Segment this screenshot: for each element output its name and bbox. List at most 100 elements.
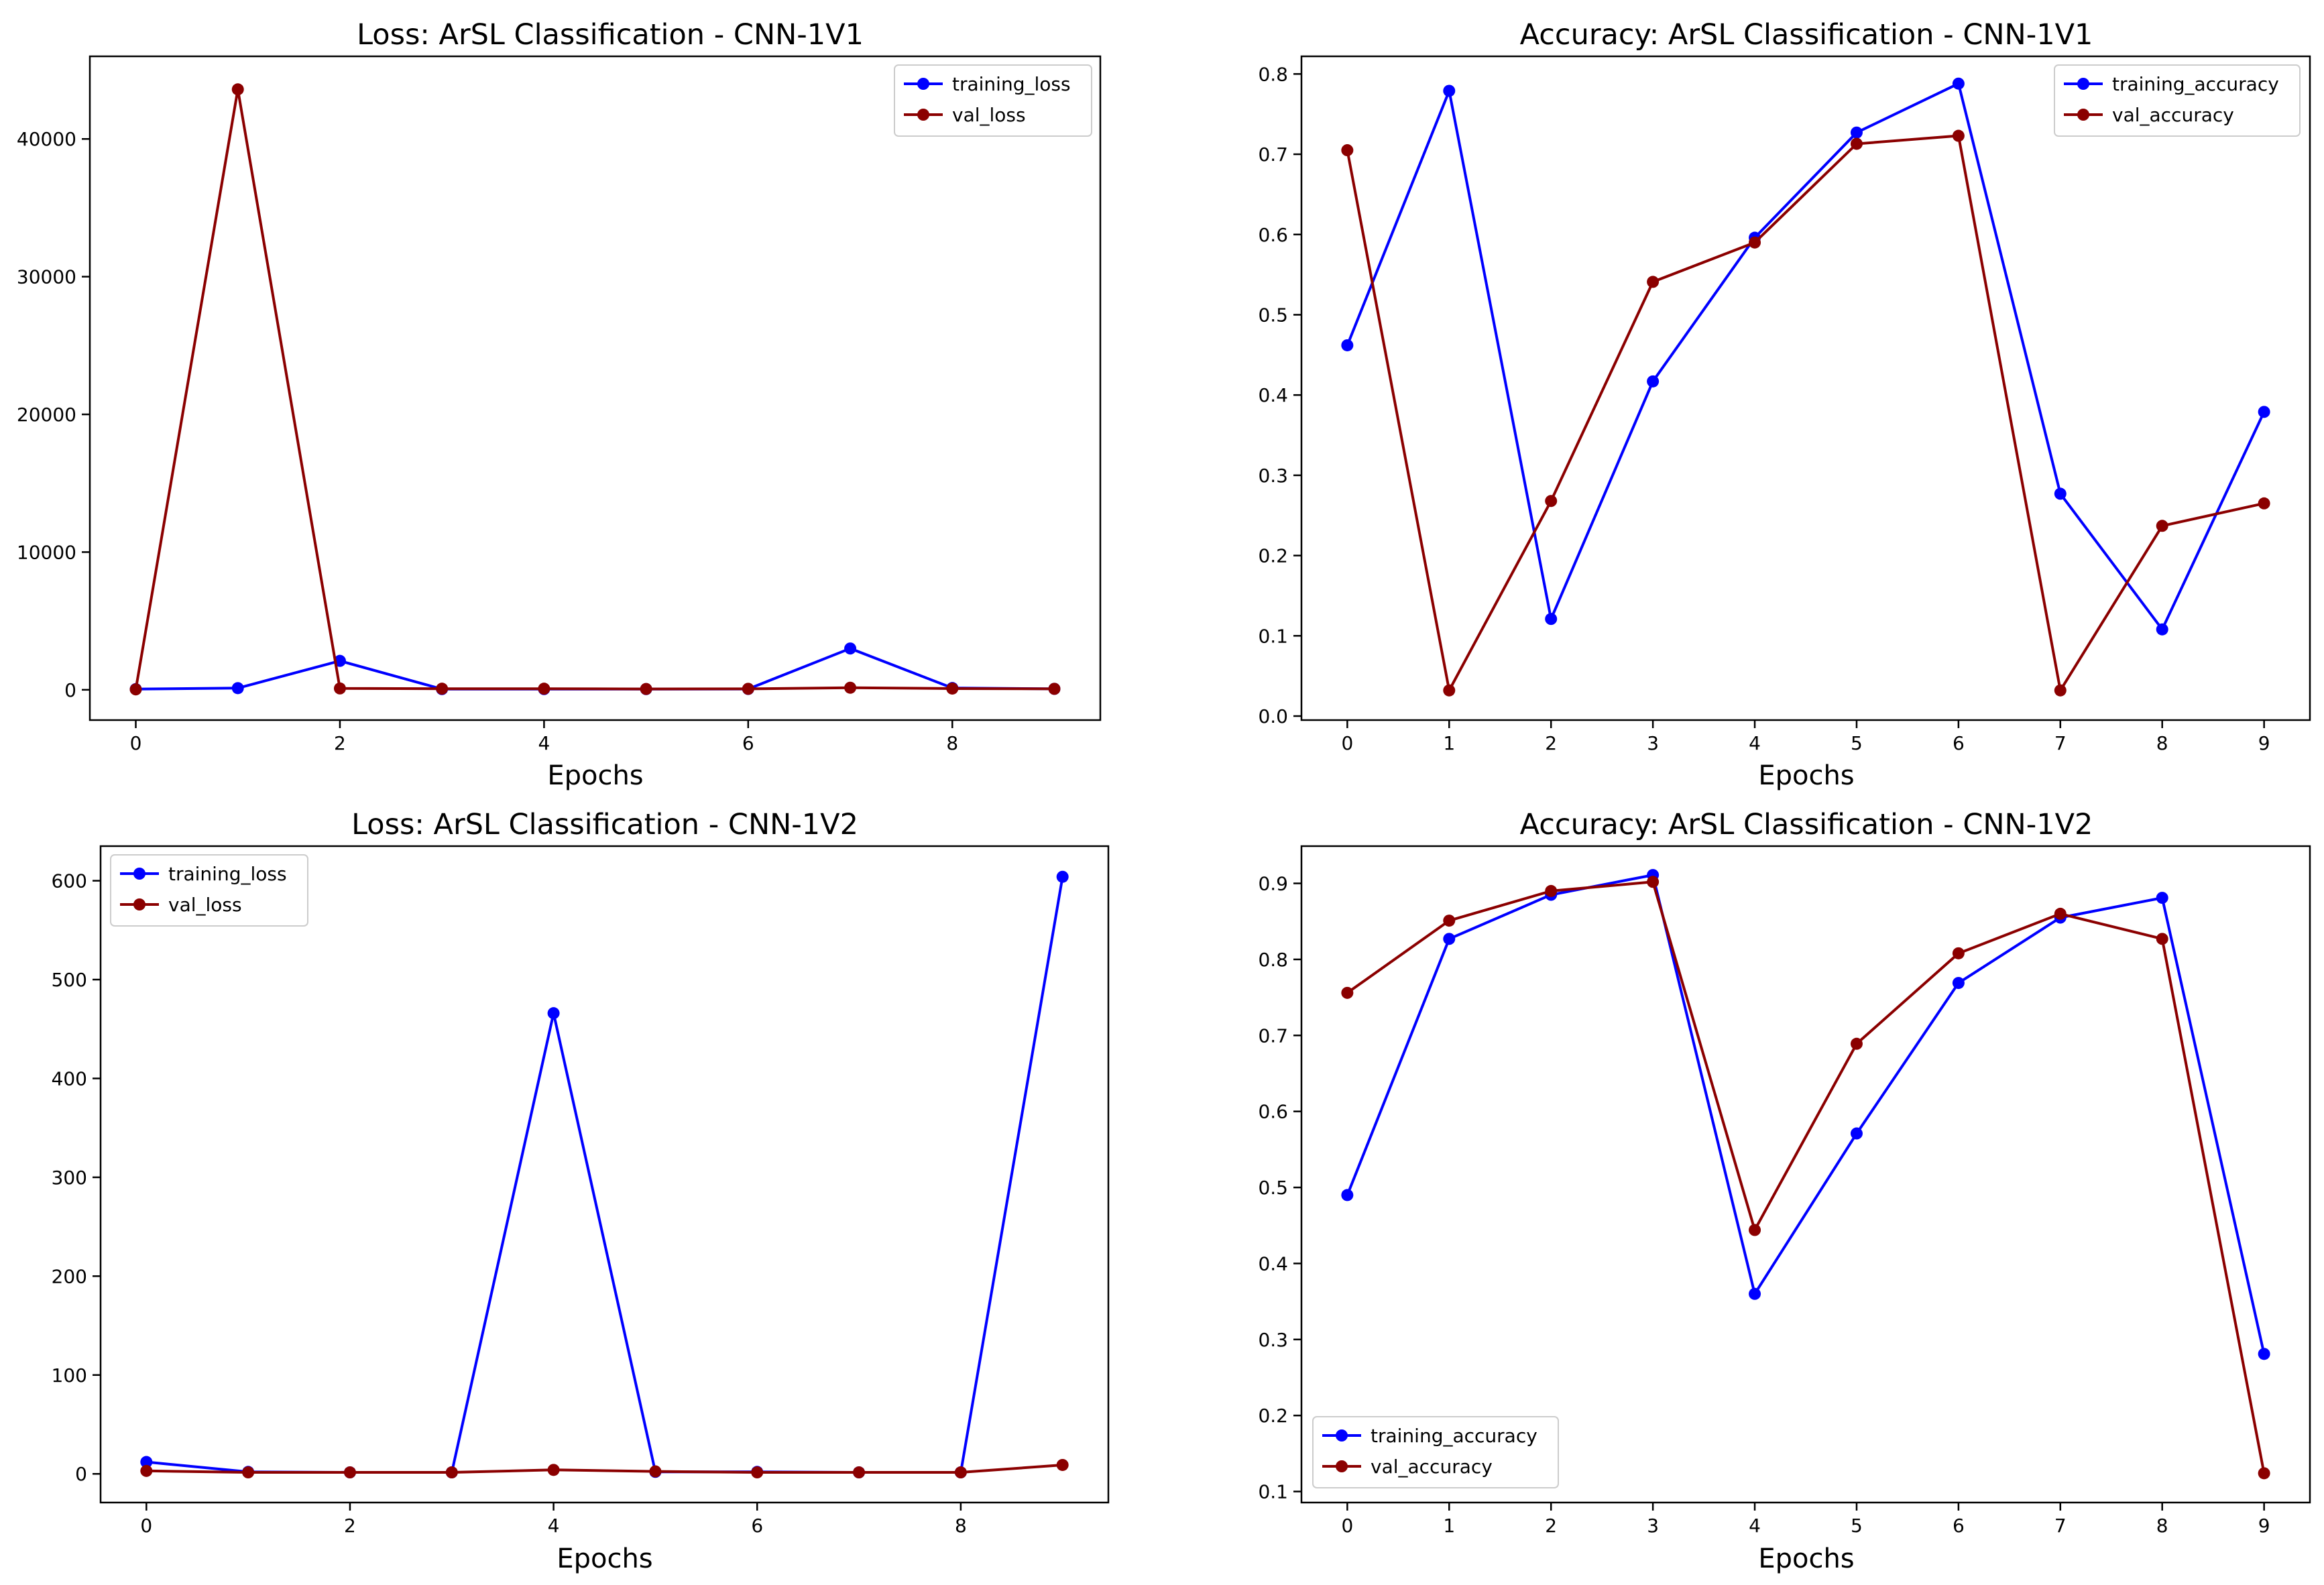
data-point-val_loss	[343, 1466, 356, 1479]
y-tick-label: 200	[52, 1265, 87, 1287]
legend-box	[894, 64, 1092, 137]
x-tick-label: 0	[1341, 732, 1353, 754]
data-point-val_accuracy	[1341, 986, 1354, 999]
x-tick-label: 6	[1953, 732, 1965, 754]
y-tick-label: 0.6	[1258, 224, 1288, 246]
y-tick-label: 600	[52, 870, 87, 892]
x-tick-label: 0	[140, 1515, 152, 1537]
data-point-val_accuracy	[1443, 915, 1456, 927]
data-point-val_loss	[640, 683, 652, 695]
x-tick-label: 2	[344, 1515, 356, 1537]
legend-marker	[917, 78, 929, 90]
data-point-val_accuracy	[1647, 876, 1660, 888]
legend-box	[1312, 1416, 1559, 1488]
data-point-training_accuracy	[1443, 933, 1456, 945]
legend-marker	[1336, 1429, 1348, 1442]
x-tick-label: 6	[751, 1515, 763, 1537]
data-point-val_accuracy	[1952, 129, 1965, 142]
axes-frame	[89, 55, 1102, 721]
data-point-val_loss	[853, 1466, 866, 1479]
chart-title: Loss: ArSL Classification - CNN-1V1	[357, 18, 864, 52]
x-axis-label: Epochs	[1758, 1543, 1854, 1574]
chart-title: Accuracy: ArSL Classification - CNN-1V1	[1520, 18, 2093, 52]
legend-box	[110, 854, 308, 927]
data-point-val_loss	[445, 1466, 458, 1479]
data-point-training_accuracy	[1545, 613, 1558, 626]
axes-frame	[1300, 845, 2311, 1504]
data-point-training_accuracy	[1341, 339, 1354, 351]
data-point-training_accuracy	[1952, 977, 1965, 990]
legend-label: training_accuracy	[1371, 1425, 1537, 1447]
data-point-training_accuracy	[2258, 1348, 2270, 1360]
data-point-val_loss	[436, 683, 449, 695]
y-tick-label: 0.3	[1258, 465, 1288, 487]
data-point-training_loss	[547, 1007, 560, 1020]
y-tick-label: 0	[75, 1463, 87, 1485]
data-point-val_accuracy	[1749, 236, 1761, 249]
y-tick-label: 0.5	[1258, 1177, 1288, 1199]
x-tick-label: 0	[1341, 1515, 1353, 1537]
data-point-val_loss	[231, 83, 244, 96]
y-tick-label: 0.2	[1258, 1405, 1288, 1427]
data-point-val_accuracy	[1443, 684, 1456, 697]
series-line-training_accuracy	[1346, 82, 2266, 631]
data-point-val_loss	[742, 683, 754, 695]
data-point-training_accuracy	[1749, 1287, 1761, 1300]
y-tick-label: 400	[52, 1067, 87, 1090]
legend-label: val_accuracy	[1371, 1456, 1493, 1478]
legend-marker	[917, 109, 929, 121]
series-line-val_loss	[134, 88, 1055, 691]
y-tick-label: 300	[52, 1167, 87, 1189]
data-point-val_loss	[649, 1465, 662, 1478]
y-tick-label: 0.8	[1258, 63, 1288, 85]
y-tick-label: 0.8	[1258, 949, 1288, 971]
legend-label: training_loss	[168, 863, 287, 885]
series-line-training_accuracy	[1346, 874, 2266, 1354]
plot-area: 0 1 2 3 4 5 6 7 8 9 0.0 0.1 0.2 0.3 0.4 0.5 0.6 0.7 0.8 tra…	[1258, 55, 2311, 754]
x-tick-label: 2	[1545, 732, 1557, 754]
data-point-val_loss	[954, 1466, 967, 1479]
x-tick-label: 4	[1749, 1515, 1761, 1537]
series-line-val_loss	[146, 1464, 1063, 1474]
data-point-val_loss	[1056, 1458, 1069, 1471]
x-tick-label: 5	[1851, 1515, 1863, 1537]
legend-box	[2054, 64, 2301, 137]
chart-loss-cnn-1v1: Loss: ArSL Classification - CNN-1V1 Epoc…	[17, 18, 1102, 791]
data-point-training_accuracy	[2156, 892, 2168, 904]
data-point-val_loss	[140, 1464, 153, 1477]
data-point-val_accuracy	[1341, 144, 1354, 157]
data-point-training_loss	[231, 682, 244, 695]
data-point-val_accuracy	[1545, 884, 1558, 897]
data-point-training_accuracy	[1952, 77, 1965, 90]
data-point-val_loss	[844, 681, 857, 694]
data-point-training_accuracy	[1647, 375, 1660, 388]
data-point-training_accuracy	[1850, 1127, 1863, 1140]
y-tick-label: 0.1	[1258, 1481, 1288, 1503]
data-point-val_accuracy	[2156, 520, 2168, 532]
y-tick-label: 0.4	[1258, 384, 1288, 406]
axes-frame	[99, 845, 1110, 1504]
y-tick-label: 0.7	[1258, 1024, 1288, 1047]
data-point-training_loss	[844, 642, 857, 655]
y-tick-label: 0.4	[1258, 1252, 1288, 1275]
data-point-val_accuracy	[2258, 497, 2270, 510]
chart-title: Loss: ArSL Classification - CNN-1V2	[351, 808, 858, 841]
x-tick-label: 3	[1647, 1515, 1659, 1537]
x-tick-label: 6	[742, 732, 754, 754]
plot-area: 0 2 4 6 8 0 100 200 300 400 500 600 training_lossval…	[52, 845, 1110, 1537]
x-tick-label: 2	[1545, 1515, 1557, 1537]
x-tick-label: 7	[2054, 732, 2067, 754]
data-point-val_loss	[1048, 683, 1061, 695]
legend-marker	[2077, 78, 2089, 90]
x-tick-label: 1	[1443, 1515, 1455, 1537]
y-tick-label: 0.1	[1258, 625, 1288, 647]
data-point-training_accuracy	[1850, 126, 1863, 139]
x-tick-label: 2	[334, 732, 346, 754]
x-tick-label: 4	[538, 732, 550, 754]
legend-label: val_accuracy	[2112, 104, 2234, 126]
data-point-val_loss	[751, 1466, 764, 1479]
x-tick-label: 8	[955, 1515, 967, 1537]
legend-marker	[133, 868, 146, 880]
x-axis-label: Epochs	[547, 760, 643, 791]
